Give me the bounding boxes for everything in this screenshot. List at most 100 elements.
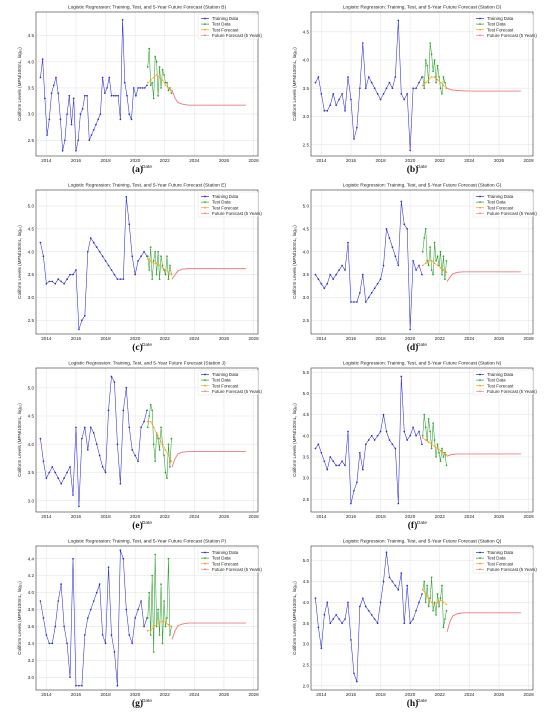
x-tick-label: 2022 (160, 336, 171, 341)
chart-svg: 2014 2016 2018 2020 2022 2024 2026 2028 2.0 2.5 3.… (292, 539, 537, 705)
data-point (442, 456, 445, 458)
data-point (83, 426, 86, 429)
data-point (493, 612, 495, 614)
legend-marker (479, 201, 481, 203)
data-point (438, 264, 440, 267)
data-point (148, 269, 151, 271)
data-point (181, 103, 183, 105)
data-point (451, 617, 453, 618)
data-point (185, 451, 186, 453)
data-point (466, 90, 468, 92)
data-point (449, 622, 451, 624)
data-point (341, 93, 343, 95)
series-line-4 (446, 271, 522, 282)
data-point (430, 576, 433, 579)
data-point (430, 260, 433, 262)
data-point (81, 437, 83, 440)
data-point (376, 93, 379, 95)
series-line-1 (40, 19, 148, 152)
data-point (59, 118, 62, 121)
data-point (394, 255, 397, 258)
data-point (481, 612, 483, 614)
x-tick-label: 2028 (523, 336, 534, 341)
data-point (158, 278, 161, 280)
data-point (167, 271, 170, 274)
data-point (486, 90, 488, 92)
x-tick-label: 2018 (100, 692, 111, 697)
data-point (455, 613, 457, 615)
legend-marker (479, 17, 481, 20)
data-point (146, 81, 149, 84)
data-point (223, 104, 225, 106)
legend-label: Test Data (212, 200, 231, 205)
x-tick-label: 2018 (100, 514, 111, 519)
chart-panel-5: 2014 2016 2018 2020 2022 2024 2026 2028 3.0 3.5 4.… (0, 356, 275, 534)
legend-label: Future Forecast (5 Years) (487, 211, 537, 216)
data-point (421, 264, 424, 267)
y-tick-label: 5.0 (303, 391, 310, 396)
data-point (394, 447, 397, 450)
data-point (221, 622, 222, 624)
data-point (314, 273, 317, 276)
data-point (496, 453, 497, 455)
data-point (391, 443, 394, 446)
legend-marker (204, 28, 206, 31)
data-point (180, 452, 182, 454)
data-point (167, 557, 170, 560)
data-point (515, 271, 517, 273)
data-point (216, 622, 218, 624)
data-point (464, 453, 466, 455)
data-point (108, 76, 111, 79)
data-point (174, 97, 176, 99)
data-point (515, 612, 517, 614)
legend-marker (479, 212, 481, 215)
data-point (151, 409, 154, 412)
data-point (436, 78, 439, 81)
x-tick-label: 2026 (219, 514, 230, 519)
y-tick-label: 2.5 (303, 318, 310, 323)
data-point (391, 580, 394, 583)
data-point (181, 268, 183, 270)
data-point (423, 237, 426, 239)
y-tick-label: 3.0 (303, 476, 310, 481)
data-point (98, 250, 101, 253)
data-point (143, 87, 146, 89)
data-point (79, 113, 82, 115)
data-point (508, 612, 510, 614)
data-point (213, 451, 215, 453)
data-point (373, 618, 376, 620)
data-point (110, 269, 113, 271)
data-point (101, 634, 104, 636)
y-tick-label: 4.5 (28, 226, 35, 231)
data-point (213, 104, 215, 106)
data-point (107, 566, 110, 569)
data-point (95, 246, 98, 248)
data-point (448, 625, 450, 627)
data-point (450, 454, 452, 456)
data-point (439, 81, 442, 84)
data-point (238, 268, 240, 270)
data-point (329, 456, 332, 458)
data-point (418, 601, 420, 604)
data-point (173, 275, 175, 277)
data-point (149, 629, 152, 632)
legend-label: Test Forecast (212, 561, 239, 566)
data-point (174, 457, 176, 459)
data-point (518, 271, 520, 273)
data-point (517, 90, 518, 92)
data-point (72, 97, 75, 100)
data-point (60, 482, 63, 485)
data-point (181, 451, 183, 453)
series-line-2 (147, 554, 172, 653)
data-point (406, 228, 409, 230)
data-point (206, 268, 208, 270)
chart-svg: 2014 2016 2018 2020 2022 2024 2026 2028 2.5 3.0 3.… (17, 5, 262, 171)
data-point (461, 271, 462, 273)
data-point (176, 100, 178, 101)
x-tick-label: 2024 (189, 692, 200, 697)
data-point (146, 257, 149, 260)
data-point (39, 241, 42, 244)
data-point (183, 623, 184, 625)
data-point (110, 375, 113, 378)
data-point (409, 149, 412, 152)
